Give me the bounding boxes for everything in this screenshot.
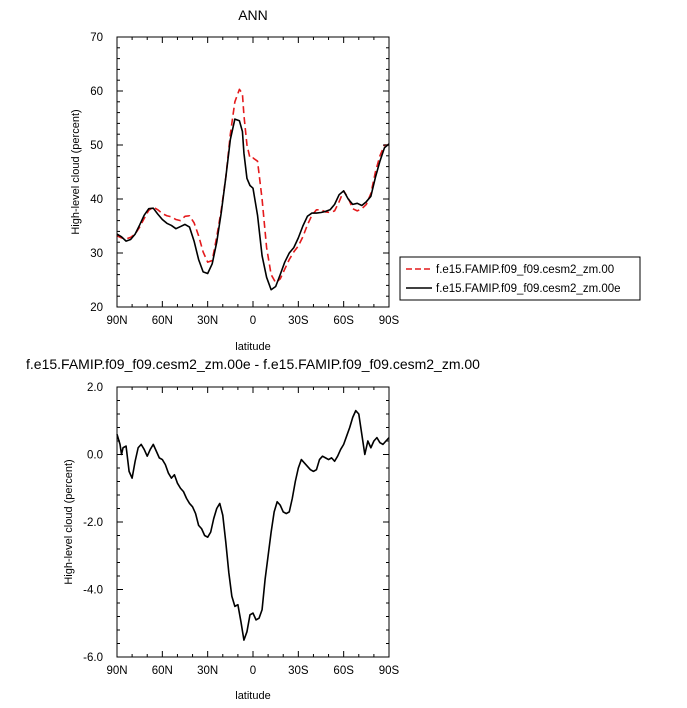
series-line-00-red-dashed — [116, 88, 389, 284]
legend: f.e15.FAMIP.f09_f09.cesm2_zm.00 f.e15.FA… — [399, 256, 641, 301]
top-x-tick-label: 30S — [288, 315, 309, 327]
legend-label-00: f.e15.FAMIP.f09_f09.cesm2_zm.00 — [436, 264, 614, 276]
top-panel: ANN 90N 60N 30N 0 30S 60S 90S 20 30 40 50 60 70 lati… — [70, 7, 641, 353]
top-y-tick-label: 70 — [90, 32, 103, 44]
difference-line — [116, 409, 390, 641]
top-x-axis-label: latitude — [235, 341, 270, 353]
top-x-tick-label: 30N — [197, 315, 218, 327]
top-x-tick-label: 0 — [250, 315, 256, 327]
top-y-axis-label: High-level cloud (percent) — [70, 109, 82, 234]
top-axes: 90N 60N 30N 0 30S 60S 90S 20 30 40 50 60 70 — [90, 32, 399, 327]
top-y-tick-label: 50 — [90, 140, 103, 152]
bottom-axes: 90N 60N 30N 0 30S 60S 90S -6.0 -4.0 -2.0 0.0 2.0 — [83, 382, 399, 677]
bottom-chart-title: f.e15.FAMIP.f09_f09.cesm2_zm.00e - f.e15… — [26, 356, 480, 372]
bottom-x-axis-label: latitude — [235, 690, 270, 702]
top-chart-title: ANN — [238, 7, 268, 23]
bottom-x-tick-label: 30S — [288, 665, 309, 677]
bottom-series-lines — [116, 409, 390, 641]
bottom-x-tick-label: 60N — [152, 665, 173, 677]
bottom-x-tick-label: 60S — [333, 665, 354, 677]
bottom-x-tick-label: 90S — [379, 665, 400, 677]
bottom-plot-frame — [116, 386, 390, 658]
legend-frame — [399, 256, 641, 301]
top-plot-frame — [116, 36, 390, 308]
series-line-00e-black — [116, 118, 390, 291]
top-y-tick-label: 60 — [90, 86, 103, 98]
top-x-tick-label: 90S — [379, 315, 400, 327]
bottom-x-tick-label: 0 — [250, 665, 256, 677]
top-y-tick-label: 20 — [90, 302, 103, 314]
top-series-lines — [116, 88, 390, 291]
bottom-x-tick-label: 30N — [197, 665, 218, 677]
top-y-tick-label: 30 — [90, 248, 103, 260]
bottom-y-tick-label: -2.0 — [83, 517, 103, 529]
bottom-y-tick-label: 0.0 — [87, 450, 103, 462]
bottom-panel: f.e15.FAMIP.f09_f09.cesm2_zm.00e - f.e15… — [26, 356, 480, 702]
bottom-y-tick-label: 2.0 — [87, 382, 103, 394]
bottom-y-axis-label: High-level cloud (percent) — [63, 459, 75, 584]
bottom-y-tick-label: -4.0 — [83, 585, 103, 597]
top-x-tick-label: 60S — [333, 315, 354, 327]
top-y-tick-label: 40 — [90, 194, 103, 206]
top-x-tick-label: 60N — [152, 315, 173, 327]
bottom-x-tick-label: 90N — [106, 665, 127, 677]
top-x-tick-label: 90N — [106, 315, 127, 327]
legend-label-00e: f.e15.FAMIP.f09_f09.cesm2_zm.00e — [436, 283, 621, 295]
bottom-y-tick-label: -6.0 — [83, 652, 103, 664]
